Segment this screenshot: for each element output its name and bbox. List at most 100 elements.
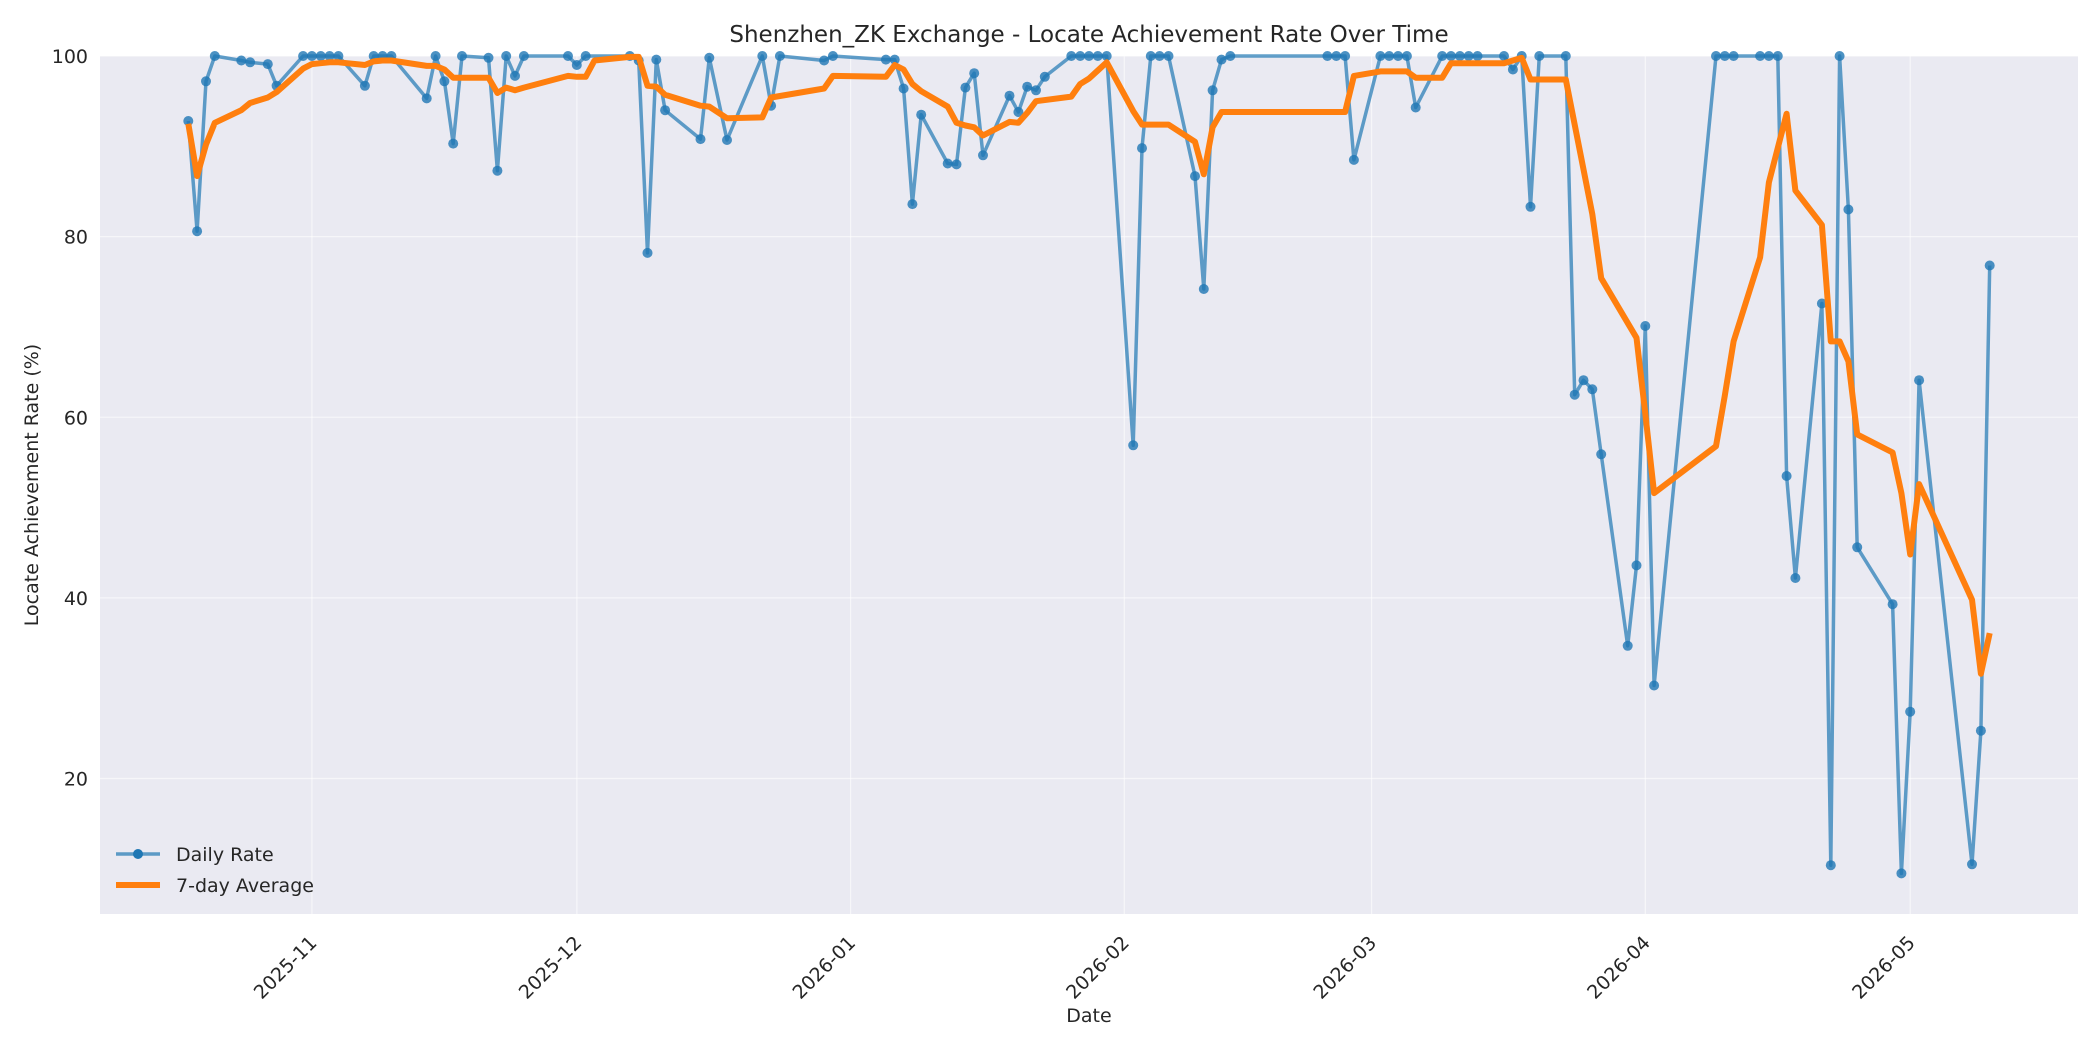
daily-rate-point xyxy=(642,247,653,258)
x-tick-label: 2026-01 xyxy=(788,932,860,1004)
daily-rate-point xyxy=(315,51,326,61)
daily-rate-point xyxy=(1967,859,1977,870)
x-axis-ticks: 2025-11 2025-12 2026-01 2026-02 2026-03 2026-… xyxy=(250,932,1920,1004)
daily-rate-point xyxy=(333,51,344,61)
series-layer xyxy=(183,51,1995,879)
daily-rate-point xyxy=(1631,560,1642,571)
daily-rate-point xyxy=(1393,51,1404,61)
daily-rate-point xyxy=(722,135,732,145)
daily-rate-point xyxy=(457,51,467,61)
daily-rate-point xyxy=(1084,51,1094,61)
daily-rate-point xyxy=(1649,680,1660,691)
daily-rate-point xyxy=(1198,284,1209,294)
y-tick-label: 80 xyxy=(64,227,88,249)
x-tick-label: 2026-05 xyxy=(1848,932,1920,1004)
x-tick-label: 2025-12 xyxy=(515,932,587,1004)
daily-rate-point xyxy=(1719,51,1730,61)
daily-rate-point xyxy=(1984,260,1995,271)
daily-rate-point xyxy=(1225,51,1236,61)
daily-rate-point xyxy=(439,76,450,87)
daily-rate-point xyxy=(827,51,838,61)
daily-rate-point xyxy=(1578,375,1589,386)
chart-title: Shenzhen_ZK Exchange - Locate Achievemen… xyxy=(729,22,1448,48)
legend-daily-label: Daily Rate xyxy=(176,844,274,866)
daily-rate-point xyxy=(1375,51,1386,61)
daily-rate-point xyxy=(1587,384,1598,395)
x-axis-label: Date xyxy=(1066,1005,1111,1027)
daily-rate-point xyxy=(1622,640,1633,651)
daily-rate-point xyxy=(1207,85,1218,96)
daily-rate-point xyxy=(1322,51,1333,61)
x-tick-label: 2026-04 xyxy=(1583,932,1655,1004)
legend-daily-marker xyxy=(133,849,143,859)
daily-rate-point xyxy=(1092,51,1103,61)
daily-rate-point xyxy=(1825,860,1836,871)
daily-rate-point xyxy=(1101,51,1112,61)
x-tick-label: 2026-03 xyxy=(1309,932,1381,1004)
daily-rate-point xyxy=(571,60,582,70)
daily-rate-point xyxy=(245,57,256,68)
daily-rate-point xyxy=(1640,321,1651,331)
daily-rate-point xyxy=(1190,171,1200,182)
daily-rate-point xyxy=(1163,51,1174,61)
y-tick-label: 100 xyxy=(52,46,88,68)
daily-rate-point xyxy=(192,226,203,237)
daily-rate-point xyxy=(359,80,370,91)
daily-rate-point xyxy=(907,199,918,210)
daily-rate-point xyxy=(1340,51,1351,61)
daily-rate-point xyxy=(1463,51,1474,61)
daily-rate-point xyxy=(1834,51,1845,61)
daily-rate-point xyxy=(1446,51,1456,61)
daily-rate-point xyxy=(889,54,900,65)
daily-rate-point xyxy=(1004,90,1015,101)
daily-rate-point xyxy=(651,54,662,65)
daily-rate-point xyxy=(262,59,273,70)
daily-rate-point xyxy=(695,134,706,145)
daily-rate-point xyxy=(448,138,459,149)
daily-rate-point xyxy=(1137,143,1147,154)
daily-rate-point xyxy=(1410,102,1421,113)
daily-rate-point xyxy=(1039,71,1050,82)
daily-rate-point xyxy=(298,51,309,61)
daily-rate-point xyxy=(819,55,830,66)
daily-rate-point xyxy=(1905,706,1916,717)
daily-rate-point xyxy=(1569,389,1580,400)
daily-rate-point xyxy=(774,51,785,61)
daily-rate-point xyxy=(951,159,962,170)
y-tick-label: 60 xyxy=(64,407,88,429)
daily-rate-point xyxy=(430,51,441,61)
daily-rate-point xyxy=(421,93,432,104)
daily-rate-point xyxy=(1331,51,1342,61)
daily-rate-point xyxy=(898,83,909,94)
x-tick-label: 2026-02 xyxy=(1062,932,1134,1004)
daily-rate-point xyxy=(1896,868,1907,879)
daily-rate-point xyxy=(1534,51,1545,61)
daily-rate-point xyxy=(1348,154,1359,165)
daily-rate-point xyxy=(1914,375,1925,386)
daily-rate-point xyxy=(563,51,573,61)
daily-rate-point xyxy=(501,51,512,61)
daily-rate-point xyxy=(1790,573,1801,583)
daily-rate-point xyxy=(1975,725,1986,736)
daily-rate-point xyxy=(1843,204,1854,215)
daily-rate-point xyxy=(757,51,768,61)
legend: Daily Rate 7-day Average xyxy=(116,844,314,897)
daily-rate-point xyxy=(483,52,494,63)
y-axis-ticks: 20 40 60 80 100 xyxy=(52,46,88,791)
daily-rate-point xyxy=(704,52,715,63)
daily-rate-point xyxy=(324,51,335,61)
daily-rate-point xyxy=(1560,51,1571,61)
y-axis-label: Locate Achievement Rate (%) xyxy=(21,344,43,626)
daily-rate-point xyxy=(1755,51,1766,61)
daily-rate-point xyxy=(660,105,671,116)
daily-rate-point xyxy=(1145,51,1156,61)
daily-rate-point xyxy=(1075,51,1086,61)
daily-rate-point xyxy=(1525,201,1536,212)
daily-rate-point xyxy=(1499,51,1509,61)
daily-rate-point xyxy=(201,76,211,87)
daily-rate-point xyxy=(1711,51,1721,61)
daily-rate-point xyxy=(1154,51,1165,61)
daily-rate-point xyxy=(1384,51,1395,61)
daily-rate-point xyxy=(518,51,529,61)
daily-rate-point xyxy=(880,54,891,65)
